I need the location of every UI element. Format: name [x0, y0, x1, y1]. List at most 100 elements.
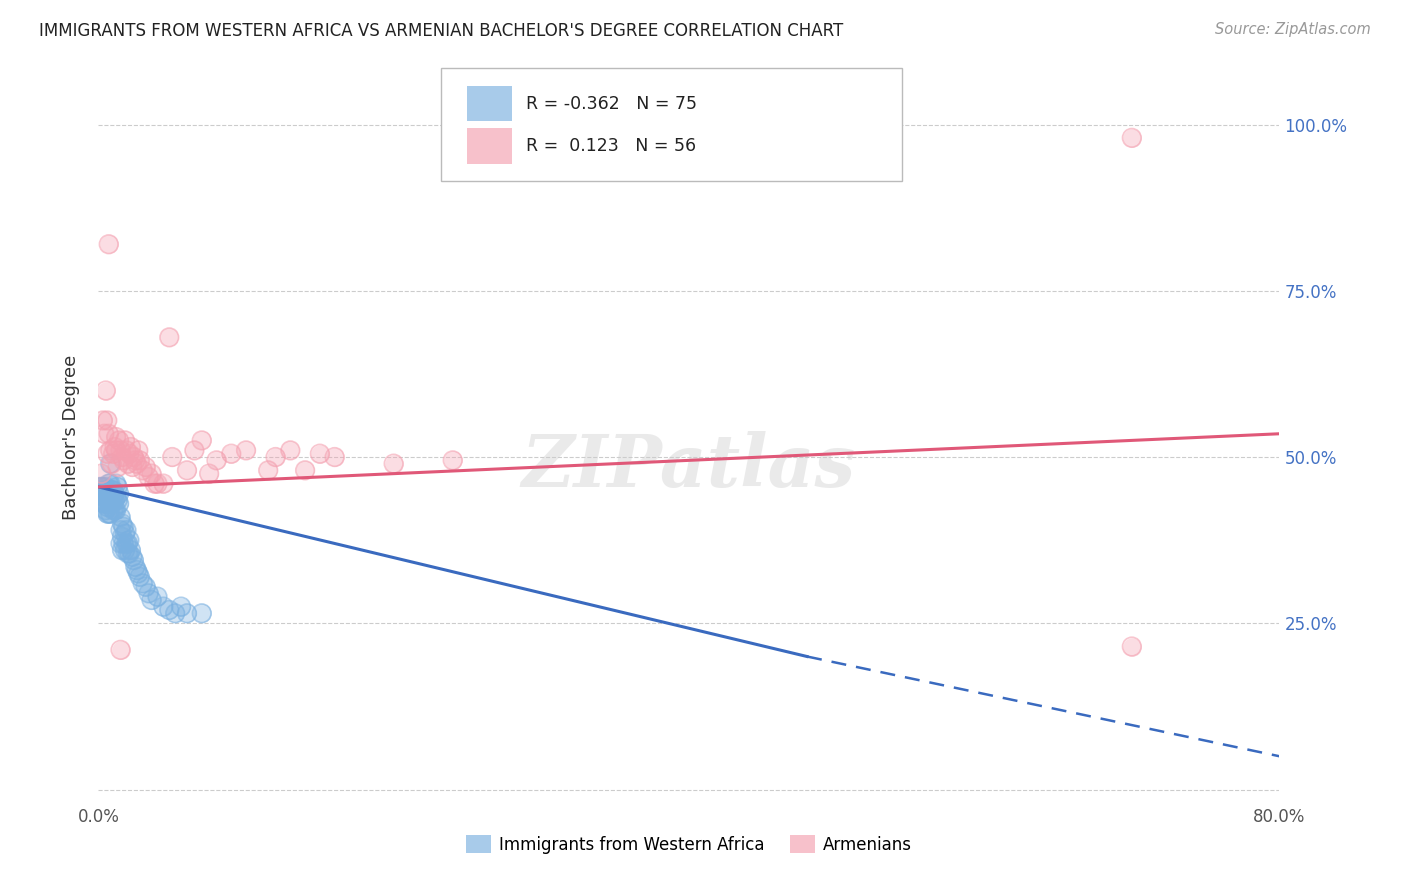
- Point: [135, 460, 157, 475]
- Point: [124, 453, 146, 467]
- Point: [103, 493, 125, 508]
- Point: [114, 543, 136, 558]
- Point: [122, 553, 145, 567]
- FancyBboxPatch shape: [441, 68, 901, 181]
- Point: [100, 497, 122, 511]
- Point: [104, 493, 127, 508]
- Point: [294, 463, 316, 477]
- Point: [152, 599, 174, 614]
- Point: [104, 503, 127, 517]
- Point: [100, 483, 122, 498]
- Bar: [467, 86, 512, 121]
- Point: [124, 559, 146, 574]
- Point: [323, 450, 346, 464]
- Point: [117, 457, 139, 471]
- Point: [107, 493, 129, 508]
- Point: [205, 453, 228, 467]
- Point: [122, 553, 145, 567]
- Point: [96, 447, 118, 461]
- Point: [94, 503, 117, 517]
- Point: [111, 530, 134, 544]
- Point: [127, 566, 149, 581]
- Point: [103, 447, 125, 461]
- Point: [93, 483, 115, 498]
- Point: [122, 450, 145, 464]
- Point: [105, 490, 128, 504]
- Point: [157, 603, 180, 617]
- Point: [114, 434, 136, 448]
- Point: [94, 497, 117, 511]
- Point: [104, 486, 127, 500]
- Point: [91, 480, 114, 494]
- Point: [93, 490, 115, 504]
- Point: [117, 536, 139, 550]
- Point: [138, 586, 160, 600]
- Point: [110, 523, 132, 537]
- Point: [107, 460, 129, 475]
- Point: [221, 447, 243, 461]
- Point: [264, 450, 287, 464]
- Point: [117, 546, 139, 560]
- Point: [111, 450, 134, 464]
- Point: [143, 476, 166, 491]
- Point: [176, 607, 198, 621]
- Point: [110, 643, 132, 657]
- Point: [97, 237, 120, 252]
- Point: [94, 384, 117, 398]
- Point: [104, 493, 127, 508]
- Point: [112, 453, 135, 467]
- Point: [103, 493, 125, 508]
- Point: [97, 426, 120, 441]
- Point: [1121, 131, 1143, 145]
- Point: [105, 476, 128, 491]
- Point: [191, 607, 214, 621]
- Point: [90, 467, 112, 481]
- Point: [280, 443, 302, 458]
- Point: [146, 476, 169, 491]
- Text: ZIPatlas: ZIPatlas: [522, 431, 856, 502]
- Point: [183, 443, 205, 458]
- Point: [117, 457, 139, 471]
- Point: [97, 507, 120, 521]
- Point: [105, 503, 128, 517]
- Point: [110, 509, 132, 524]
- Point: [165, 607, 187, 621]
- Point: [152, 476, 174, 491]
- Point: [441, 453, 464, 467]
- Point: [105, 430, 128, 444]
- Point: [382, 457, 405, 471]
- Point: [1121, 640, 1143, 654]
- Point: [104, 440, 127, 454]
- Point: [108, 486, 131, 500]
- Point: [91, 480, 114, 494]
- Point: [135, 580, 157, 594]
- Point: [120, 543, 142, 558]
- Point: [91, 493, 114, 508]
- Point: [91, 413, 114, 427]
- Point: [118, 533, 141, 548]
- Point: [135, 580, 157, 594]
- Point: [118, 533, 141, 548]
- Point: [294, 463, 316, 477]
- Point: [108, 497, 131, 511]
- Point: [309, 447, 332, 461]
- Point: [96, 507, 118, 521]
- Point: [121, 549, 143, 564]
- Bar: [467, 128, 512, 163]
- Point: [94, 497, 117, 511]
- Point: [98, 486, 121, 500]
- Point: [111, 543, 134, 558]
- Point: [98, 457, 121, 471]
- Point: [176, 463, 198, 477]
- Point: [118, 447, 141, 461]
- Point: [105, 443, 128, 458]
- Point: [93, 426, 115, 441]
- Point: [114, 543, 136, 558]
- Point: [104, 503, 127, 517]
- Point: [90, 486, 112, 500]
- Point: [114, 526, 136, 541]
- Point: [89, 480, 111, 494]
- Point: [97, 507, 120, 521]
- Point: [132, 463, 155, 477]
- Point: [97, 497, 120, 511]
